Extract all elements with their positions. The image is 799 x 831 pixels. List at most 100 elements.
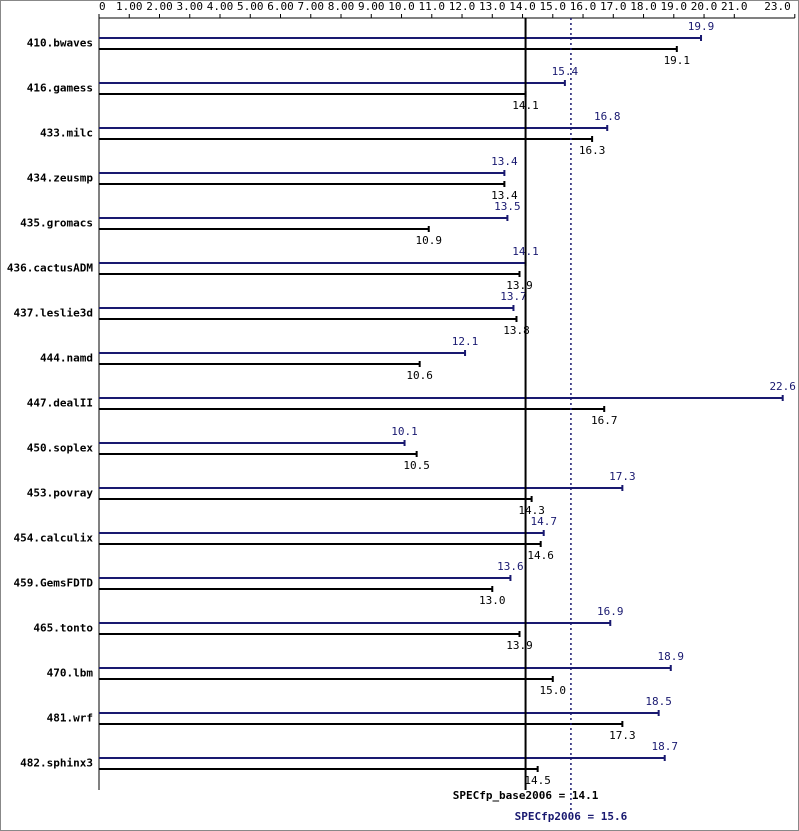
value-label: 13.4 [491,155,518,168]
x-tick-label: 14.0 [509,0,536,13]
category-label: 437.leslie3d [14,307,93,320]
bar [99,350,467,356]
bar [99,181,506,187]
value-label: 22.6 [769,380,796,393]
bar [99,226,430,232]
category-label: 436.cactusADM [7,262,93,275]
x-tick-label: 5.00 [237,0,264,13]
bar [99,440,406,446]
bar [99,170,506,176]
x-tick-label: 13.0 [479,0,506,13]
x-tick-label: 0 [99,0,106,13]
value-label: 16.9 [597,605,624,618]
value-label: 18.5 [645,695,672,708]
value-label: 13.9 [506,639,533,652]
category-label: 434.zeusmp [27,172,94,185]
bar [99,721,624,727]
category-label: 453.povray [27,487,94,500]
category-label: 450.soplex [27,442,94,455]
bar [99,406,606,412]
category-label: 459.GemsFDTD [14,577,94,590]
value-label: 13.4 [491,189,518,202]
value-label: 19.1 [664,54,691,67]
value-label: 13.5 [494,200,521,213]
x-tick-label: 20.0 [691,0,718,13]
value-label: 16.7 [591,414,618,427]
bar [99,631,521,637]
bar [99,125,609,131]
value-label: 18.9 [658,650,685,663]
value-label: 15.0 [540,684,567,697]
value-label: 19.9 [688,20,715,33]
category-label: 433.milc [40,127,93,140]
value-label: 17.3 [609,470,636,483]
reference-label: SPECfp2006 = 15.6 [515,810,628,823]
bar [99,586,494,592]
category-label: 435.gromacs [20,217,93,230]
category-label: 481.wrf [47,712,93,725]
x-tick-label: 9.00 [358,0,385,13]
x-tick-label: 12.0 [449,0,476,13]
category-label: 454.calculix [14,532,94,545]
x-tick-label: 2.00 [146,0,173,13]
bar [99,710,660,716]
x-tick-label: 1.00 [116,0,143,13]
category-label: 447.dealII [27,397,93,410]
bar [99,676,554,682]
x-tick-label: 19.0 [661,0,688,13]
category-label: 416.gamess [27,82,93,95]
value-label: 14.5 [524,774,551,787]
value-label: 13.7 [500,290,527,303]
bar [99,361,421,367]
x-tick-label: 11.0 [419,0,446,13]
value-label: 10.9 [415,234,442,247]
value-label: 10.1 [391,425,418,438]
value-label: 13.6 [497,560,524,573]
bar [99,451,418,457]
bar [99,35,703,41]
bar [99,541,542,547]
value-label: 16.3 [579,144,606,157]
reference-label: SPECfp_base2006 = 14.1 [453,789,599,802]
bar [99,305,515,311]
bar [99,665,672,671]
category-label: 470.lbm [47,667,94,680]
x-tick-label: 3.00 [177,0,204,13]
x-tick-label: 18.0 [630,0,657,13]
x-tick-label: 4.00 [207,0,234,13]
value-label: 14.6 [527,549,554,562]
x-tick-label: 6.00 [267,0,294,13]
bar [99,215,509,221]
x-tick-label: 17.0 [600,0,627,13]
category-label: 444.namd [40,352,93,365]
bar [99,766,539,772]
value-label: 10.5 [403,459,430,472]
x-tick-label: 23.0 [764,0,791,13]
category-label: 465.tonto [33,622,93,635]
x-tick-label: 10.0 [388,0,415,13]
value-label: 13.8 [503,324,530,337]
bar [99,485,624,491]
x-tick-label: 8.00 [328,0,355,13]
x-tick-label: 21.0 [721,0,748,13]
bar [99,46,678,52]
value-label: 17.3 [609,729,636,742]
bar [99,316,518,322]
bar [99,136,594,142]
value-label: 16.8 [594,110,621,123]
value-label: 12.1 [452,335,479,348]
bar [99,80,566,86]
bar [99,271,521,277]
bar [99,496,533,502]
value-label: 14.7 [530,515,557,528]
bar [99,395,784,401]
value-label: 15.4 [552,65,579,78]
x-tick-label: 16.0 [570,0,597,13]
x-tick-label: 15.0 [540,0,567,13]
value-label: 13.0 [479,594,506,607]
value-label: 10.6 [406,369,433,382]
bar [99,530,545,536]
category-label: 482.sphinx3 [20,757,93,770]
